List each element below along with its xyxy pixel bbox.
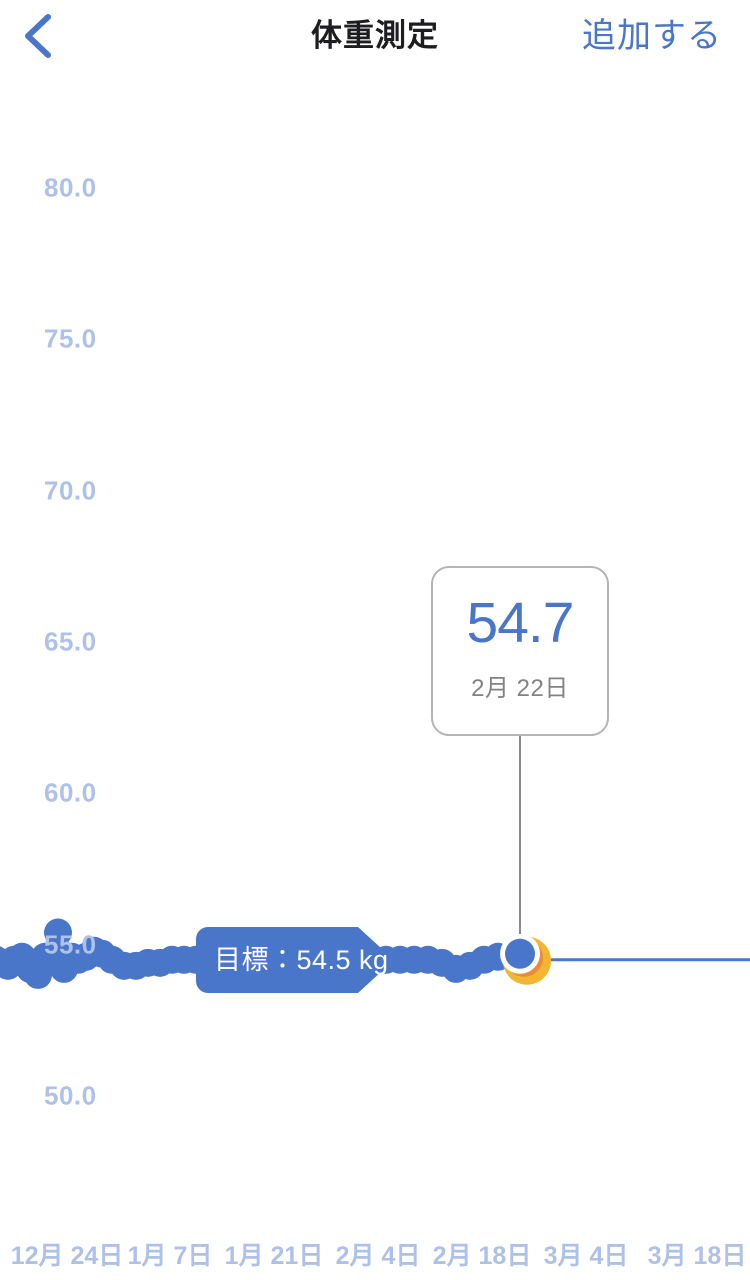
x-axis-tick: 2月 18日 bbox=[432, 1242, 532, 1270]
x-axis-tick: 1月 21日 bbox=[224, 1242, 324, 1270]
selected-point-core bbox=[505, 938, 535, 969]
chevron-left-icon bbox=[20, 12, 54, 60]
weight-chart[interactable]: 50.0 55.0 60.0 65.0 70.0 75.0 80.0 12月 24日 1月 7… bbox=[0, 76, 750, 1280]
goal-badge: 目標：54.5 kg bbox=[196, 926, 396, 993]
x-axis-tick: 1月 7日 bbox=[127, 1242, 213, 1270]
y-axis-tick: 50.0 bbox=[44, 1080, 97, 1111]
y-axis-tick: 80.0 bbox=[44, 172, 97, 203]
y-axis-tick: 70.0 bbox=[44, 475, 97, 506]
app-header: 体重測定 追加する bbox=[0, 0, 750, 76]
page-title: 体重測定 bbox=[311, 18, 439, 53]
chart-plot-svg bbox=[0, 918, 750, 989]
y-axis-tick: 55.0 bbox=[44, 929, 97, 960]
y-axis-tick: 65.0 bbox=[44, 626, 97, 657]
value-tooltip[interactable]: 54.7 2月 22日 bbox=[431, 566, 609, 736]
goal-badge-shape bbox=[196, 926, 394, 993]
tooltip-date: 2月 22日 bbox=[471, 675, 569, 702]
x-axis-tick: 12月 24日 bbox=[10, 1242, 124, 1270]
tooltip-value: 54.7 bbox=[466, 591, 575, 655]
tooltip-stem bbox=[519, 736, 521, 934]
goal-badge-label: 目標：54.5 kg bbox=[214, 944, 389, 975]
x-axis-tick: 3月 18日 bbox=[647, 1242, 747, 1270]
add-entry-button[interactable]: 追加する bbox=[582, 17, 722, 55]
x-axis-tick: 3月 4日 bbox=[543, 1242, 629, 1270]
x-axis-tick: 2月 4日 bbox=[335, 1242, 421, 1270]
y-axis-tick: 75.0 bbox=[44, 323, 97, 354]
back-button[interactable] bbox=[0, 0, 74, 72]
y-axis-tick: 60.0 bbox=[44, 777, 97, 808]
selected-data-point[interactable] bbox=[500, 933, 551, 985]
data-point[interactable] bbox=[44, 918, 72, 947]
